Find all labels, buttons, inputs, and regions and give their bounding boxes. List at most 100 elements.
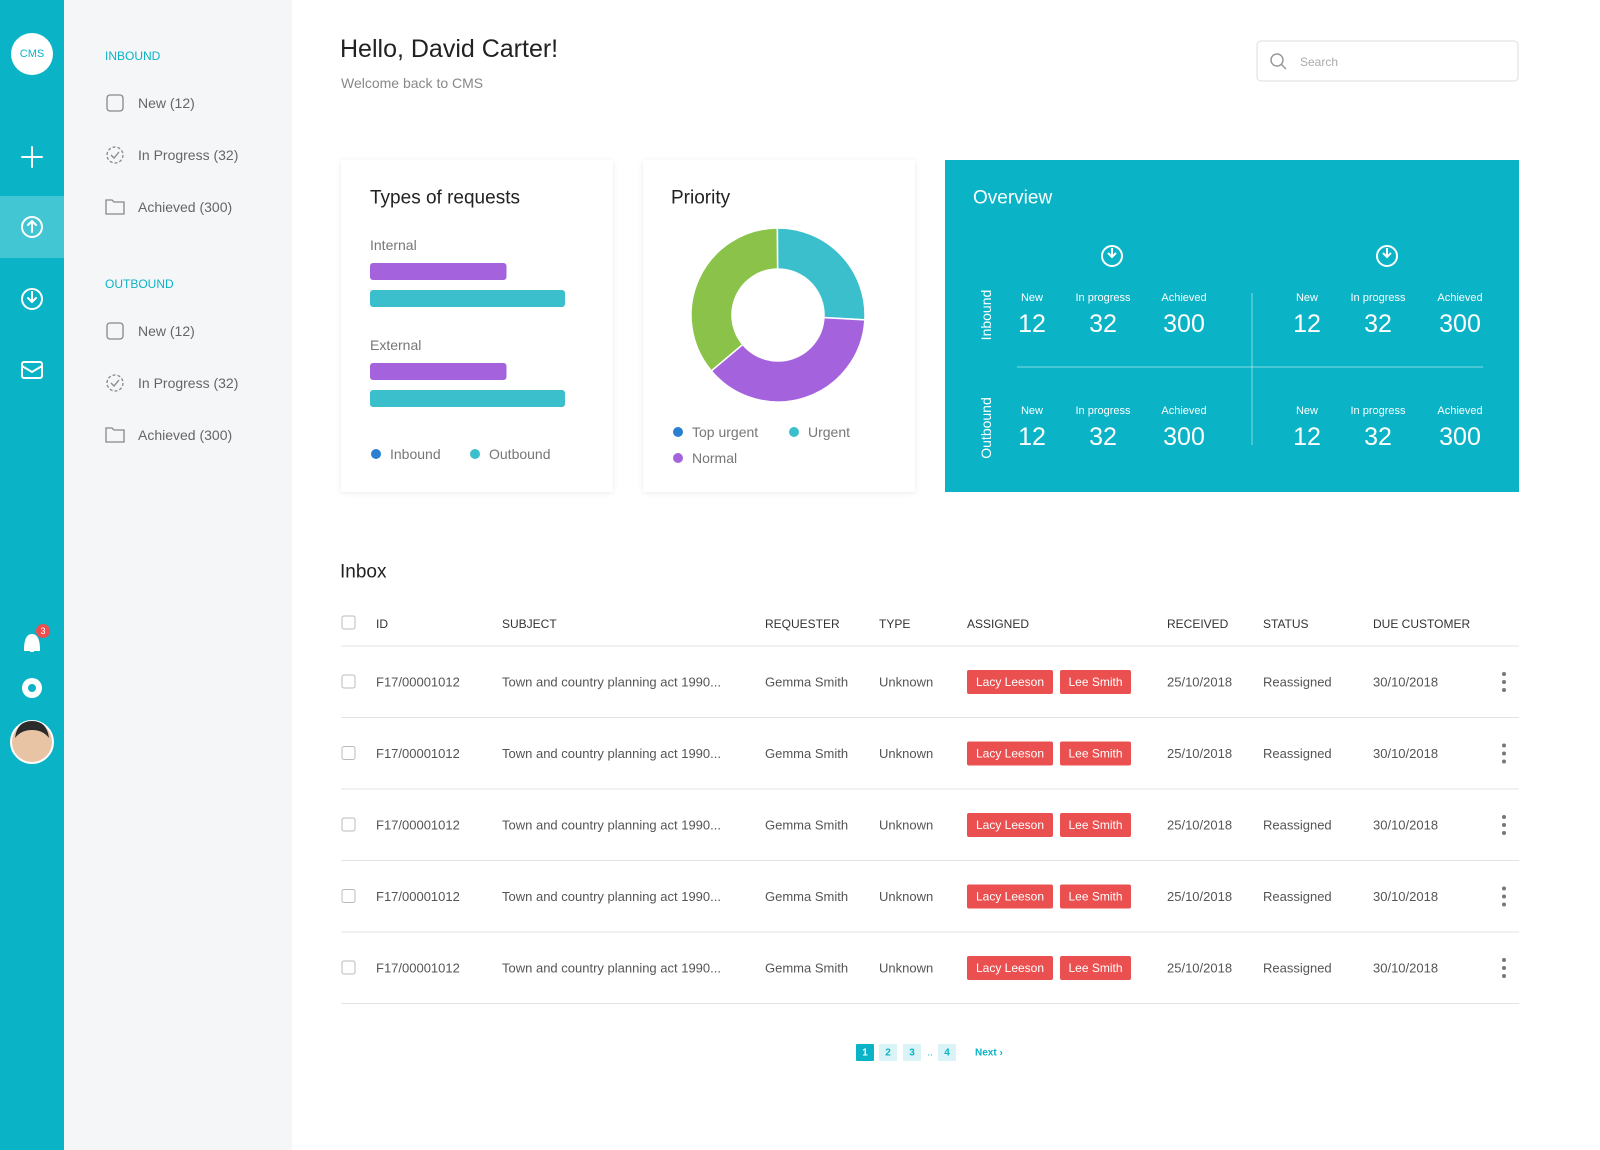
row-menu-dot[interactable] (1502, 894, 1506, 899)
checkbox[interactable] (341, 889, 356, 903)
page-number[interactable]: 3 (909, 1048, 915, 1059)
page-button[interactable] (879, 1044, 897, 1061)
cell-received: 25/10/2018 (1167, 889, 1232, 904)
sidebar-item[interactable]: New (12) (138, 95, 195, 111)
cell-due: 30/10/2018 (1373, 746, 1438, 761)
assignee-tag[interactable] (967, 813, 1053, 837)
pie-slice (690, 227, 779, 372)
assignee-tag[interactable] (1060, 741, 1131, 766)
legend-dot (470, 449, 480, 459)
row-menu-dot[interactable] (1502, 902, 1506, 907)
cell-status: Reassigned (1263, 746, 1332, 761)
assignee-name: Lacy Leeson (976, 675, 1044, 689)
cell-received: 25/10/2018 (1167, 675, 1232, 690)
cell-type: Unknown (879, 818, 933, 833)
row-menu-dot[interactable] (1502, 966, 1506, 970)
sidebar-item[interactable]: In Progress (32) (138, 375, 238, 391)
search-box[interactable] (1256, 40, 1519, 82)
cell-requester: Gemma Smith (765, 675, 848, 690)
stat-label: Achieved (1437, 292, 1482, 304)
search-icon-handle (1280, 63, 1287, 70)
cell-status: Reassigned (1263, 961, 1332, 976)
settings-hole (28, 684, 36, 692)
cell-id: F17/00001012 (376, 818, 460, 833)
cell-requester: Gemma Smith (765, 889, 848, 904)
checkbox[interactable] (341, 746, 356, 760)
row-menu-dot[interactable] (1502, 680, 1506, 684)
category-label: External (370, 337, 421, 353)
row-menu-dot[interactable] (1502, 958, 1506, 962)
stat-label: Achieved (1161, 405, 1206, 417)
assignee-tag[interactable] (967, 741, 1053, 766)
assignee-tag[interactable] (1060, 956, 1131, 980)
page-number[interactable]: 2 (885, 1048, 891, 1059)
search-icon (1270, 53, 1284, 67)
row-menu-dot[interactable] (1502, 751, 1506, 756)
stat-label: New (1296, 292, 1318, 304)
sidebar-item[interactable]: Achieved (300) (138, 427, 232, 443)
sidebar-item[interactable]: Achieved (300) (138, 199, 232, 215)
overview-icon-arrow (1382, 248, 1392, 259)
row-menu-dot[interactable] (1502, 743, 1506, 748)
assignee-tag[interactable] (1060, 884, 1131, 909)
bar (370, 263, 507, 280)
stat-value: 12 (1293, 310, 1321, 338)
cell-requester: Gemma Smith (765, 961, 848, 976)
assignee-name: Lee Smith (1068, 675, 1122, 689)
rail (0, 0, 64, 1150)
add-icon[interactable] (21, 146, 43, 168)
cell-status: Reassigned (1263, 675, 1332, 690)
checkbox[interactable] (341, 817, 356, 832)
assignee-tag[interactable] (967, 884, 1053, 909)
page-button[interactable] (938, 1044, 956, 1061)
legend-dot (673, 453, 683, 463)
sidebar-item[interactable]: In Progress (32) (138, 147, 238, 163)
cell-received: 25/10/2018 (1167, 818, 1232, 833)
row-menu-dot[interactable] (1502, 759, 1506, 764)
row-menu-dot[interactable] (1502, 688, 1506, 692)
cell-id: F17/00001012 (376, 746, 460, 761)
sidebar-item[interactable]: New (12) (138, 323, 195, 339)
cell-requester: Gemma Smith (765, 818, 848, 833)
row-menu-dot[interactable] (1502, 886, 1506, 891)
assignee-tag[interactable] (1060, 813, 1131, 837)
cell-id: F17/00001012 (376, 961, 460, 976)
stat-label: Achieved (1161, 292, 1206, 304)
legend-dot (673, 427, 683, 437)
checkbox[interactable] (341, 674, 356, 689)
checkbox[interactable] (341, 960, 356, 975)
nav-icon[interactable] (21, 216, 43, 238)
page-button[interactable] (856, 1044, 874, 1061)
nav-icon[interactable] (21, 288, 43, 310)
cell-id: F17/00001012 (376, 889, 460, 904)
page-number[interactable]: 1 (862, 1048, 868, 1059)
row-menu-dot[interactable] (1502, 831, 1506, 835)
assignee-tag[interactable] (967, 956, 1053, 980)
next-page[interactable]: Next › (975, 1048, 1003, 1059)
stat-label: New (1021, 292, 1043, 304)
cell-subject: Town and country planning act 1990... (502, 961, 721, 976)
assignee-name: Lee Smith (1068, 818, 1122, 832)
page-button[interactable] (903, 1044, 921, 1061)
overview-title: Overview (973, 188, 1052, 209)
cell-due: 30/10/2018 (1373, 961, 1438, 976)
bell-icon[interactable] (23, 633, 41, 652)
item-icon-check (110, 379, 120, 387)
stat-label: In progress (1350, 405, 1406, 417)
cell-type: Unknown (879, 961, 933, 976)
row-menu-dot[interactable] (1502, 974, 1506, 978)
row-menu-dot[interactable] (1502, 815, 1506, 819)
row-menu-dot[interactable] (1502, 672, 1506, 676)
mail-icon[interactable] (21, 361, 43, 379)
cell-due: 30/10/2018 (1373, 818, 1438, 833)
row-menu-dot[interactable] (1502, 823, 1506, 827)
page-number[interactable]: 4 (944, 1048, 950, 1059)
cell-type: Unknown (879, 675, 933, 690)
assignee-tag[interactable] (1060, 670, 1131, 694)
cell-subject: Town and country planning act 1990... (502, 889, 721, 904)
category-label: Internal (370, 237, 417, 253)
column-header: REQUESTER (765, 617, 840, 631)
checkbox[interactable] (341, 615, 356, 630)
assignee-tag[interactable] (967, 670, 1053, 694)
column-header: RECEIVED (1167, 617, 1229, 631)
